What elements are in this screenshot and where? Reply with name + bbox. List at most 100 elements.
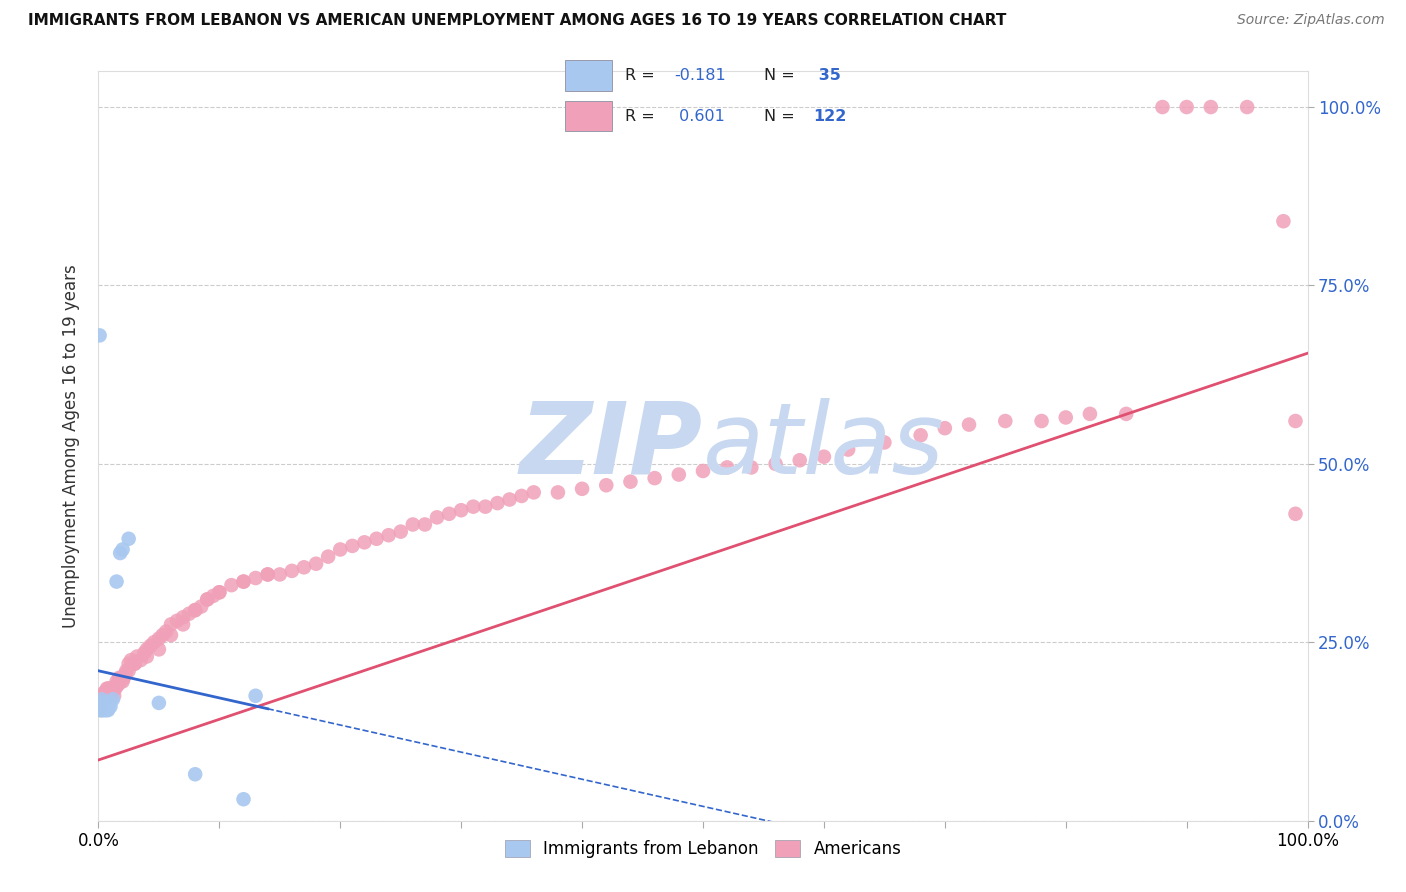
Point <box>232 574 254 589</box>
Text: 0.601: 0.601 <box>675 109 725 124</box>
Point <box>96 699 118 714</box>
Point <box>208 585 231 599</box>
Point <box>1152 100 1174 114</box>
Point <box>97 689 120 703</box>
Point <box>135 642 157 657</box>
Point <box>93 692 115 706</box>
Point <box>402 517 425 532</box>
Point <box>89 699 111 714</box>
FancyBboxPatch shape <box>565 101 612 131</box>
Point <box>934 421 956 435</box>
Point <box>437 507 460 521</box>
Point <box>160 628 183 642</box>
Point <box>232 574 254 589</box>
Point <box>118 532 141 546</box>
Point <box>644 471 666 485</box>
Point <box>195 592 218 607</box>
Point <box>89 328 111 343</box>
Point <box>89 703 111 717</box>
Point <box>115 664 138 678</box>
Point <box>90 703 112 717</box>
Point <box>329 542 352 557</box>
Point <box>155 624 177 639</box>
Point <box>523 485 546 500</box>
Point <box>91 692 114 706</box>
Point <box>510 489 533 503</box>
Point <box>96 703 118 717</box>
Point <box>105 678 128 692</box>
Point <box>100 685 122 699</box>
Point <box>91 689 114 703</box>
Point <box>94 696 117 710</box>
Point <box>179 607 201 621</box>
Point <box>837 442 859 457</box>
Point <box>91 703 114 717</box>
Text: 122: 122 <box>813 109 846 124</box>
Point <box>124 657 146 671</box>
Point <box>166 614 188 628</box>
Point <box>91 692 114 706</box>
Point <box>129 653 152 667</box>
Point <box>148 642 170 657</box>
Point <box>100 681 122 696</box>
Point <box>789 453 811 467</box>
Point <box>692 464 714 478</box>
Point <box>93 703 115 717</box>
Text: -0.181: -0.181 <box>675 68 725 83</box>
Point <box>111 542 134 557</box>
Text: atlas: atlas <box>703 398 945 494</box>
Point <box>1115 407 1137 421</box>
Text: R =: R = <box>624 68 659 83</box>
Point <box>91 699 114 714</box>
Point <box>105 574 128 589</box>
Point <box>93 699 115 714</box>
Point <box>377 528 399 542</box>
Point <box>195 592 218 607</box>
Point <box>305 557 328 571</box>
Point <box>118 664 141 678</box>
Point <box>160 617 183 632</box>
Point <box>105 674 128 689</box>
Point <box>571 482 593 496</box>
Point <box>100 685 122 699</box>
Point <box>413 517 436 532</box>
Point <box>486 496 509 510</box>
Point <box>90 703 112 717</box>
Point <box>148 632 170 646</box>
Point <box>97 699 120 714</box>
Point <box>94 699 117 714</box>
Point <box>245 571 267 585</box>
Point <box>134 646 156 660</box>
Point <box>139 639 162 653</box>
Point <box>1284 414 1306 428</box>
Point <box>366 532 388 546</box>
Point <box>135 649 157 664</box>
Point <box>112 671 135 685</box>
Point <box>124 657 146 671</box>
Point <box>118 657 141 671</box>
Point <box>90 699 112 714</box>
Point <box>353 535 375 549</box>
Point <box>463 500 485 514</box>
Point <box>1199 100 1222 114</box>
Y-axis label: Unemployment Among Ages 16 to 19 years: Unemployment Among Ages 16 to 19 years <box>62 264 80 628</box>
Point <box>172 610 194 624</box>
Point <box>111 671 134 685</box>
Text: 35: 35 <box>813 68 841 83</box>
Point <box>91 696 114 710</box>
Point <box>91 696 114 710</box>
Point <box>101 681 124 696</box>
Point <box>152 628 174 642</box>
Point <box>1236 100 1258 114</box>
Point <box>269 567 291 582</box>
Point <box>184 603 207 617</box>
Point <box>104 681 127 696</box>
Point <box>108 546 131 560</box>
Point <box>100 699 122 714</box>
Point <box>93 689 115 703</box>
Point <box>316 549 339 564</box>
Point <box>97 703 120 717</box>
Point <box>292 560 315 574</box>
Point <box>221 578 243 592</box>
Point <box>1175 100 1198 114</box>
